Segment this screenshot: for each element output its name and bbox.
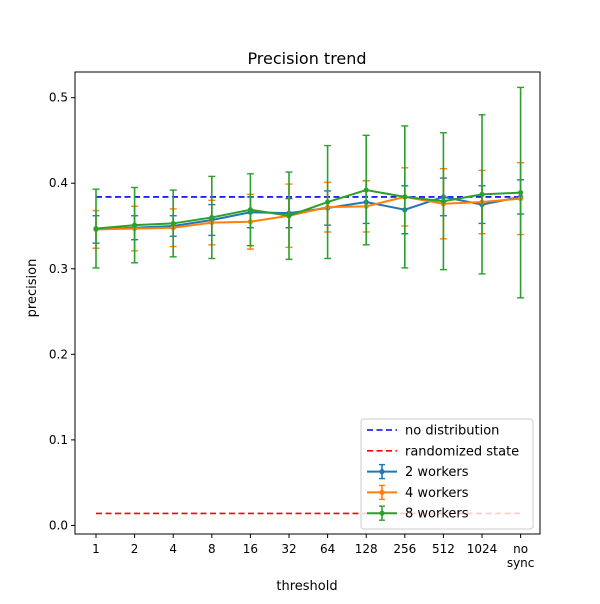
x-tick-label: no sync [507,542,535,570]
series-line [95,189,521,230]
series-line [95,195,521,231]
legend-box [360,418,534,530]
legend-label: randomized state [405,444,519,459]
x-tick-label: 16 [243,542,258,556]
data-point [247,207,253,213]
data-point [286,213,292,219]
legend-label: no distribution [405,424,499,439]
data-point [402,194,408,200]
data-point [170,220,176,227]
x-tick-label: 1 [92,542,100,556]
data-point [363,187,369,193]
legend-marker [379,469,385,475]
legend: no distribution randomized state 2 workers… [360,418,534,530]
x-tick-label: 1024 [467,542,498,556]
plot-area: 0.0 0.1 0.2 0.3 0.4 0.5 1 2 4 8 16 32 64 128 256 512 102… [49,71,541,570]
data-point [132,222,138,228]
legend-label: 2 workers [405,465,469,480]
data-point [93,225,99,232]
data-point [518,190,524,196]
x-axis-label: threshold [276,579,337,594]
chart-title: Precision trend [247,49,366,68]
y-axis-label: precision [25,259,40,318]
legend-label: 8 workers [405,507,469,522]
data-point [479,191,485,197]
series-group [92,86,525,299]
y-tick-label: 0.4 [49,176,68,190]
x-tick-label: 8 [208,542,216,556]
y-tick-label: 0.0 [49,518,68,532]
data-point [209,214,215,221]
data-point [440,198,446,204]
x-tick-label: 32 [281,542,296,556]
y-tick-label: 0.1 [49,433,68,447]
x-tick-label: 4 [169,542,177,556]
x-tick-label: 128 [355,542,378,556]
y-tick-label: 0.3 [49,262,68,276]
x-tick-label: 512 [432,542,455,556]
y-tick-label: 0.5 [49,91,68,105]
data-point [325,199,331,205]
x-tick-label: 2 [131,542,139,556]
legend-label: 4 workers [405,486,469,501]
legend-marker [379,489,385,495]
x-tick-label: 256 [393,542,416,556]
axes-frame [74,71,541,535]
legend-marker [379,510,385,516]
y-tick-label: 0.2 [49,347,68,361]
x-tick-label: 64 [320,542,335,556]
